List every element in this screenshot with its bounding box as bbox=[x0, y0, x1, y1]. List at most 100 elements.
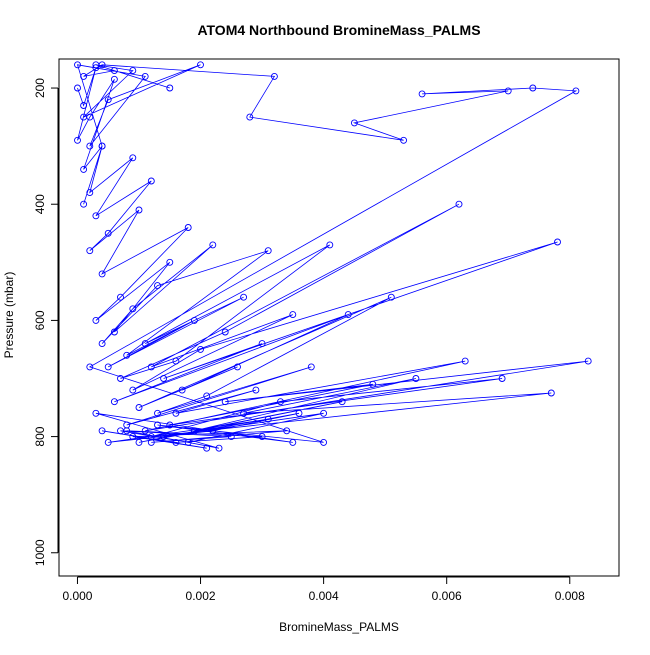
data-point bbox=[504, 87, 512, 95]
data-point bbox=[572, 87, 580, 95]
data-point bbox=[129, 433, 137, 441]
data-point bbox=[129, 305, 137, 313]
data-point bbox=[461, 357, 469, 365]
data-point bbox=[80, 113, 88, 121]
data-point bbox=[154, 409, 161, 417]
data-point bbox=[129, 67, 137, 75]
data-point bbox=[400, 136, 408, 144]
data-point bbox=[172, 409, 180, 417]
data-point bbox=[350, 119, 358, 127]
data-point bbox=[110, 328, 118, 336]
data-point bbox=[283, 427, 291, 435]
data-point bbox=[110, 398, 118, 406]
y-tick-label: 400 bbox=[33, 194, 47, 214]
data-point bbox=[209, 427, 217, 435]
data-point bbox=[547, 389, 555, 397]
x-axis-label: BromineMass_PALMS bbox=[279, 620, 399, 634]
data-point bbox=[529, 84, 537, 92]
data-point bbox=[412, 375, 420, 382]
y-tick-label: 800 bbox=[33, 426, 47, 446]
x-tick-label: 0.002 bbox=[186, 589, 216, 603]
data-point bbox=[117, 293, 124, 301]
series-layer bbox=[74, 61, 592, 452]
data-point bbox=[147, 363, 155, 371]
data-point bbox=[277, 398, 284, 406]
data-point bbox=[80, 72, 88, 80]
data-point bbox=[135, 438, 143, 446]
data-point bbox=[418, 90, 426, 98]
data-point bbox=[203, 444, 211, 452]
data-point bbox=[344, 311, 352, 319]
data-point bbox=[240, 409, 248, 417]
data-point bbox=[98, 142, 106, 150]
data-point bbox=[147, 177, 155, 185]
data-point bbox=[74, 61, 81, 69]
x-axis: 0.000 0.002 0.004 0.006 0.008 bbox=[62, 576, 585, 603]
data-point bbox=[166, 258, 174, 266]
data-point bbox=[123, 351, 131, 359]
data-point bbox=[104, 96, 112, 104]
data-point bbox=[264, 415, 272, 423]
data-point bbox=[92, 316, 100, 324]
data-point bbox=[190, 316, 198, 324]
y-tick-label: 600 bbox=[33, 310, 47, 330]
data-point bbox=[258, 340, 266, 348]
data-point bbox=[141, 427, 149, 435]
data-point bbox=[320, 438, 328, 446]
y-axis: 200 400 600 800 1000 bbox=[33, 78, 59, 566]
y-tick-label: 1000 bbox=[33, 539, 47, 566]
data-point bbox=[320, 409, 328, 417]
x-tick-label: 0.008 bbox=[555, 589, 585, 603]
data-point bbox=[184, 438, 192, 446]
data-point bbox=[258, 433, 266, 441]
data-point bbox=[135, 206, 143, 214]
data-point bbox=[86, 142, 94, 150]
data-point bbox=[338, 398, 346, 406]
data-point bbox=[252, 386, 260, 394]
data-point bbox=[221, 328, 229, 336]
data-point bbox=[369, 380, 377, 388]
data-point bbox=[197, 345, 204, 353]
data-point bbox=[104, 363, 112, 371]
data-point bbox=[455, 200, 463, 208]
data-point bbox=[104, 229, 112, 237]
data-point bbox=[141, 340, 149, 348]
data-point bbox=[129, 386, 137, 394]
data-point bbox=[92, 212, 100, 220]
data-point bbox=[215, 444, 223, 452]
data-point bbox=[160, 433, 168, 441]
x-tick-label: 0.006 bbox=[432, 589, 462, 603]
data-point bbox=[197, 61, 204, 69]
data-point bbox=[80, 165, 88, 173]
data-point bbox=[190, 427, 198, 435]
plot-frame bbox=[58, 58, 620, 577]
data-point bbox=[234, 363, 241, 371]
data-point bbox=[203, 392, 211, 400]
data-point bbox=[129, 154, 137, 162]
data-point bbox=[86, 189, 94, 197]
y-tick-label: 200 bbox=[33, 78, 47, 98]
data-point bbox=[178, 386, 186, 394]
data-point bbox=[498, 375, 506, 382]
data-point bbox=[240, 293, 248, 301]
data-point bbox=[160, 375, 168, 382]
data-point bbox=[80, 200, 88, 208]
series-line-0 bbox=[76, 64, 589, 449]
data-point bbox=[135, 404, 143, 411]
data-point bbox=[154, 421, 161, 429]
data-point bbox=[92, 409, 100, 417]
data-point bbox=[166, 84, 174, 92]
data-point bbox=[166, 421, 174, 429]
data-point bbox=[110, 67, 118, 75]
y-axis-label: Pressure (mbar) bbox=[2, 272, 16, 359]
data-point bbox=[307, 363, 315, 371]
data-point bbox=[86, 363, 94, 371]
data-point bbox=[270, 72, 278, 80]
data-point bbox=[123, 427, 131, 435]
data-point bbox=[117, 375, 124, 382]
data-point bbox=[154, 282, 161, 290]
data-point bbox=[221, 398, 229, 406]
data-point bbox=[110, 75, 118, 83]
